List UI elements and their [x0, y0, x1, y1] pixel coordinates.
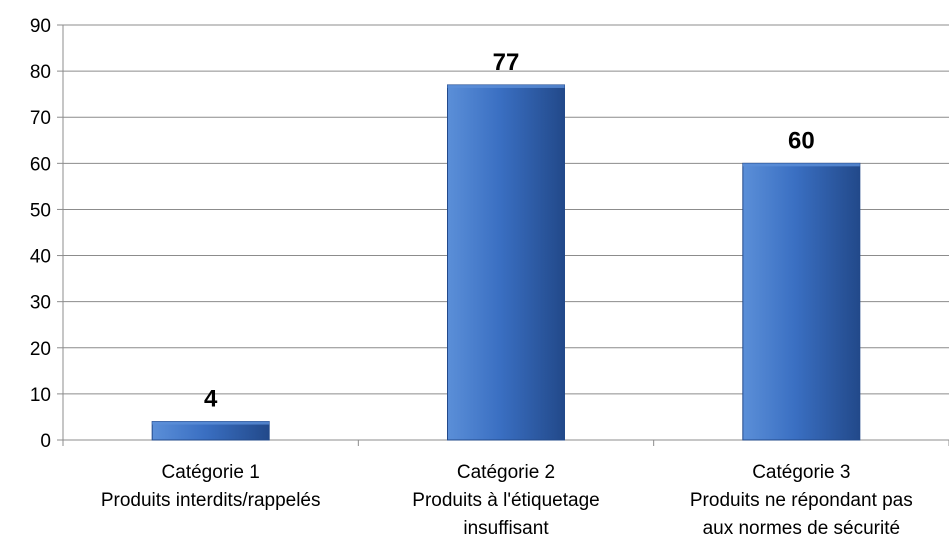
y-tick-label: 70: [30, 108, 51, 129]
y-tick-label: 80: [30, 62, 51, 83]
bar-highlight: [742, 163, 860, 167]
bars: [151, 84, 861, 441]
bar: [742, 162, 861, 441]
data-label: 4: [204, 386, 218, 413]
labels: 0 10 20 30 40 50 60 70 80 90 4 Catégorie 1 Produits …: [30, 16, 913, 539]
data-label: 77: [493, 49, 520, 76]
bar: [447, 84, 565, 441]
y-tick-label: 20: [30, 339, 51, 360]
y-tick-label: 30: [30, 293, 51, 314]
y-tick-label: 10: [30, 385, 51, 406]
x-tick-label: Catégorie 1: [162, 462, 260, 483]
x-tick-label: Produits ne répondant pas: [690, 490, 913, 511]
y-tick-label: 0: [40, 431, 51, 452]
y-tick-label: 50: [30, 200, 51, 221]
x-tick-label: insuffisant: [463, 518, 549, 539]
x-tick-label: Produits interdits/rappelés: [101, 490, 321, 511]
bar-highlight: [152, 421, 270, 425]
y-tick-label: 90: [30, 16, 51, 37]
x-tick-label: Catégorie 2: [457, 462, 555, 483]
x-tick-label: Catégorie 3: [752, 462, 850, 483]
y-tick-label: 40: [30, 247, 51, 268]
x-tick-label: aux normes de sécurité: [703, 518, 901, 539]
x-tick-label: Produits à l'étiquetage: [412, 490, 599, 511]
data-label: 60: [788, 127, 815, 154]
y-tick-label: 60: [30, 154, 51, 175]
bar-highlight: [447, 84, 565, 88]
